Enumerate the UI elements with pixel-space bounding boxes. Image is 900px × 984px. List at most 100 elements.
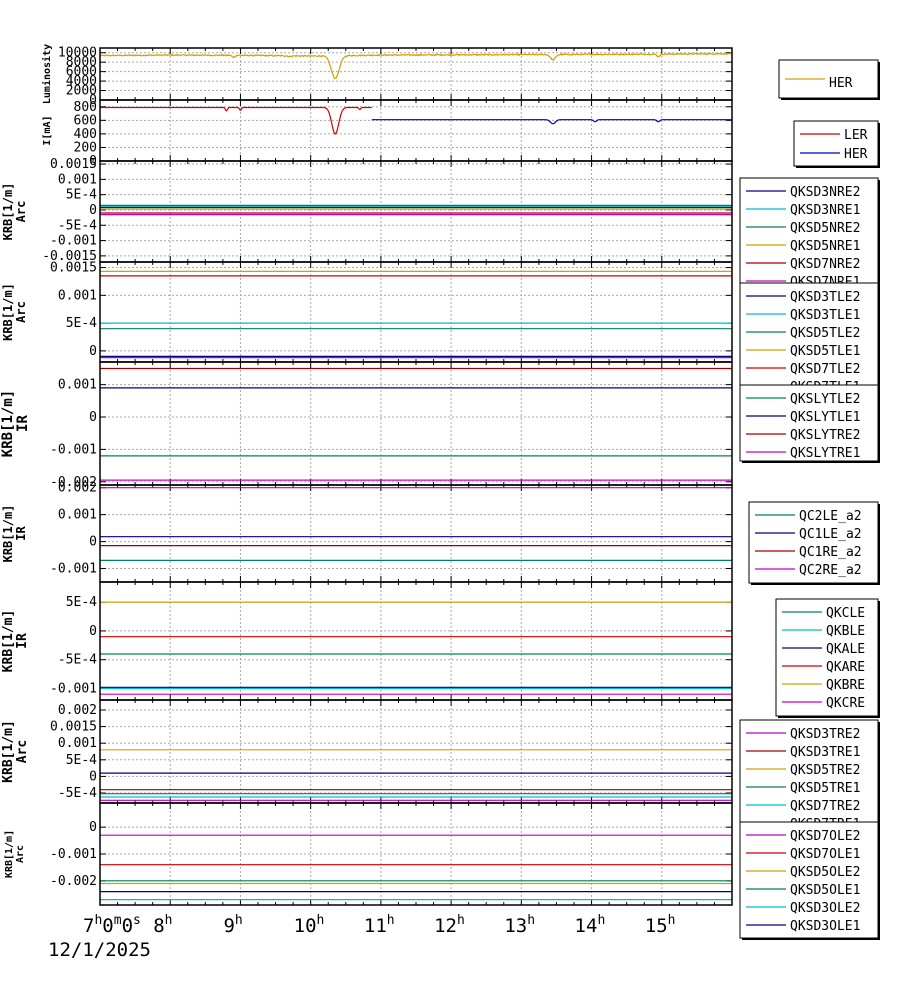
y-axis-label: Arc [14, 301, 28, 323]
legend-arc2: QKSD3TLE2 QKSD3TLE1 QKSD5TLE2 QKSD5TLE1 QKSD… [739, 282, 880, 403]
legend-label: QKSD3NRE2 [790, 185, 860, 200]
panel-ir2: 0.002 0.001 0 -0.001 KRB[1/m] IR [1, 481, 733, 583]
legend-arc4: QKSD7OLE2 QKSD7OLE1 QKSD5OLE2 QKSD5OLE1 QKSD… [739, 821, 880, 940]
y-tick-label: -0.001 [50, 442, 97, 457]
x-tick-label: 9h [223, 913, 242, 937]
y-tick-label: 800 [74, 100, 97, 115]
y-tick-label: 400 [74, 127, 97, 142]
series-line-LER [100, 106, 372, 135]
legend-label: QC2LE_a2 [799, 509, 862, 524]
y-tick-label: 0 [89, 93, 97, 108]
panel-frame [99, 581, 733, 701]
legend-label: HER [829, 76, 853, 91]
legend-box [793, 120, 879, 167]
y-axis-label: IR [14, 526, 28, 541]
y-axis-label: Luminosity [41, 44, 53, 104]
y-tick-label: 0.002 [58, 703, 97, 718]
y-tick-label: -0.0015 [42, 249, 97, 264]
legend-label: QKSD3OLE1 [790, 919, 860, 934]
y-axis-label: I[mA] [42, 115, 53, 145]
y-axis-label: KRB[1/m] [1, 720, 16, 783]
x-tick-label: 14h [575, 913, 606, 937]
legend-label: QKSD7OLE1 [790, 847, 860, 862]
legend-arc3: QKSD3TRE2 QKSD3TRE1 QKSD5TRE2 QKSD5TRE1 QKSD… [739, 719, 880, 839]
y-axis-label: IR [15, 415, 31, 432]
y-tick-label: 0 [89, 769, 97, 784]
legend-label: QKSLYTLE1 [790, 410, 860, 425]
y-tick-label: -0.001 [50, 847, 97, 862]
legend-label: QKSD3TRE1 [790, 745, 860, 760]
legend-cur: LER HER [793, 120, 880, 168]
legend-label: LER [844, 128, 868, 143]
legend-label: QKSD5NRE1 [790, 239, 860, 254]
legend-label: HER [844, 147, 868, 162]
y-tick-label: 6000 [66, 65, 97, 80]
legend-label: QKBLE [826, 624, 865, 639]
legend-box [739, 719, 879, 838]
y-tick-label: 0.001 [58, 288, 97, 303]
x-tick-label: 12h [434, 913, 465, 937]
legend-label: QC1RE_a2 [799, 545, 862, 560]
y-tick-label: 5E-4 [66, 188, 97, 203]
legend-box [739, 821, 879, 939]
y-tick-label: -0.002 [50, 874, 97, 889]
legend-label: QKCLE [826, 606, 865, 621]
legend-label: QKSLYTRE1 [790, 446, 860, 461]
x-tick-label: 8h [153, 913, 172, 937]
legend-ir1: QKSLYTLE2 QKSLYTLE1 QKSLYTRE2 QKSLYTRE1 [739, 384, 880, 463]
legend-label: QKSD7TLE2 [790, 362, 860, 377]
y-tick-label: 0 [89, 203, 97, 218]
y-tick-label: 0.001 [58, 736, 97, 751]
y-tick-label: 200 [74, 140, 97, 155]
y-tick-label: 0.0015 [50, 720, 97, 735]
panel-frame [99, 99, 733, 162]
y-tick-label: 5E-4 [66, 595, 97, 610]
panel-frame [99, 261, 733, 363]
y-tick-label: 5E-4 [66, 316, 97, 331]
date-label: 12/1/2025 [48, 939, 151, 961]
legend-label: QC2RE_a2 [799, 563, 862, 578]
panel-ir1: 0.001 0 -0.001 -0.002 KRB[1/m] IR [0, 361, 733, 490]
y-tick-label: -0.002 [50, 475, 97, 490]
legend-label: QKSD7OLE2 [790, 829, 860, 844]
x-tick-label: 15h [645, 913, 676, 937]
legend-label: QKCRE [826, 696, 865, 711]
legend-label: QKSD3TLE2 [790, 290, 860, 305]
panel-frame [99, 361, 733, 486]
legend-box [775, 598, 879, 717]
legend-label: QKBRE [826, 678, 865, 693]
y-axis-label: Arc [14, 201, 28, 223]
legend-label: QKSD3NRE1 [790, 203, 860, 218]
y-tick-label: 0 [89, 820, 97, 835]
y-tick-label: 0.002 [58, 481, 97, 496]
legend-label: QKSD5TRE2 [790, 763, 860, 778]
legend-label: QKSD5OLE1 [790, 883, 860, 898]
y-tick-label: 0 [89, 624, 97, 639]
legend-label: QKSD5TRE1 [790, 781, 860, 796]
y-tick-label: -5E-4 [58, 786, 97, 801]
y-axis-label: KRB[1/m] [0, 390, 16, 457]
legend-label: QKSD5TLE1 [790, 344, 860, 359]
legend-label: QKSD5OLE2 [790, 865, 860, 880]
x-tick-label: 10h [294, 913, 325, 937]
y-axis-label: KRB[1/m] [1, 610, 16, 673]
legend-label: QKSLYTRE2 [790, 428, 860, 443]
y-tick-label: -5E-4 [58, 653, 97, 668]
legend-box [739, 177, 879, 297]
legend-lum: HER [778, 59, 880, 100]
panel-frame [99, 484, 733, 583]
legend-label: QKALE [826, 642, 865, 657]
legend-label: QKSD3TLE1 [790, 308, 860, 323]
x-tick-label: 13h [504, 913, 535, 937]
y-tick-label: -0.001 [50, 681, 97, 696]
panel-frame [99, 802, 733, 906]
legend-label: QKSD5NRE2 [790, 221, 860, 236]
y-axis-label: Arc [15, 740, 30, 763]
y-tick-label: -0.001 [50, 234, 97, 249]
y-axis-label: KRB[1/m] [4, 830, 15, 878]
y-tick-label: 0.001 [58, 378, 97, 393]
legend-label: QKSD7NRE2 [790, 257, 860, 272]
